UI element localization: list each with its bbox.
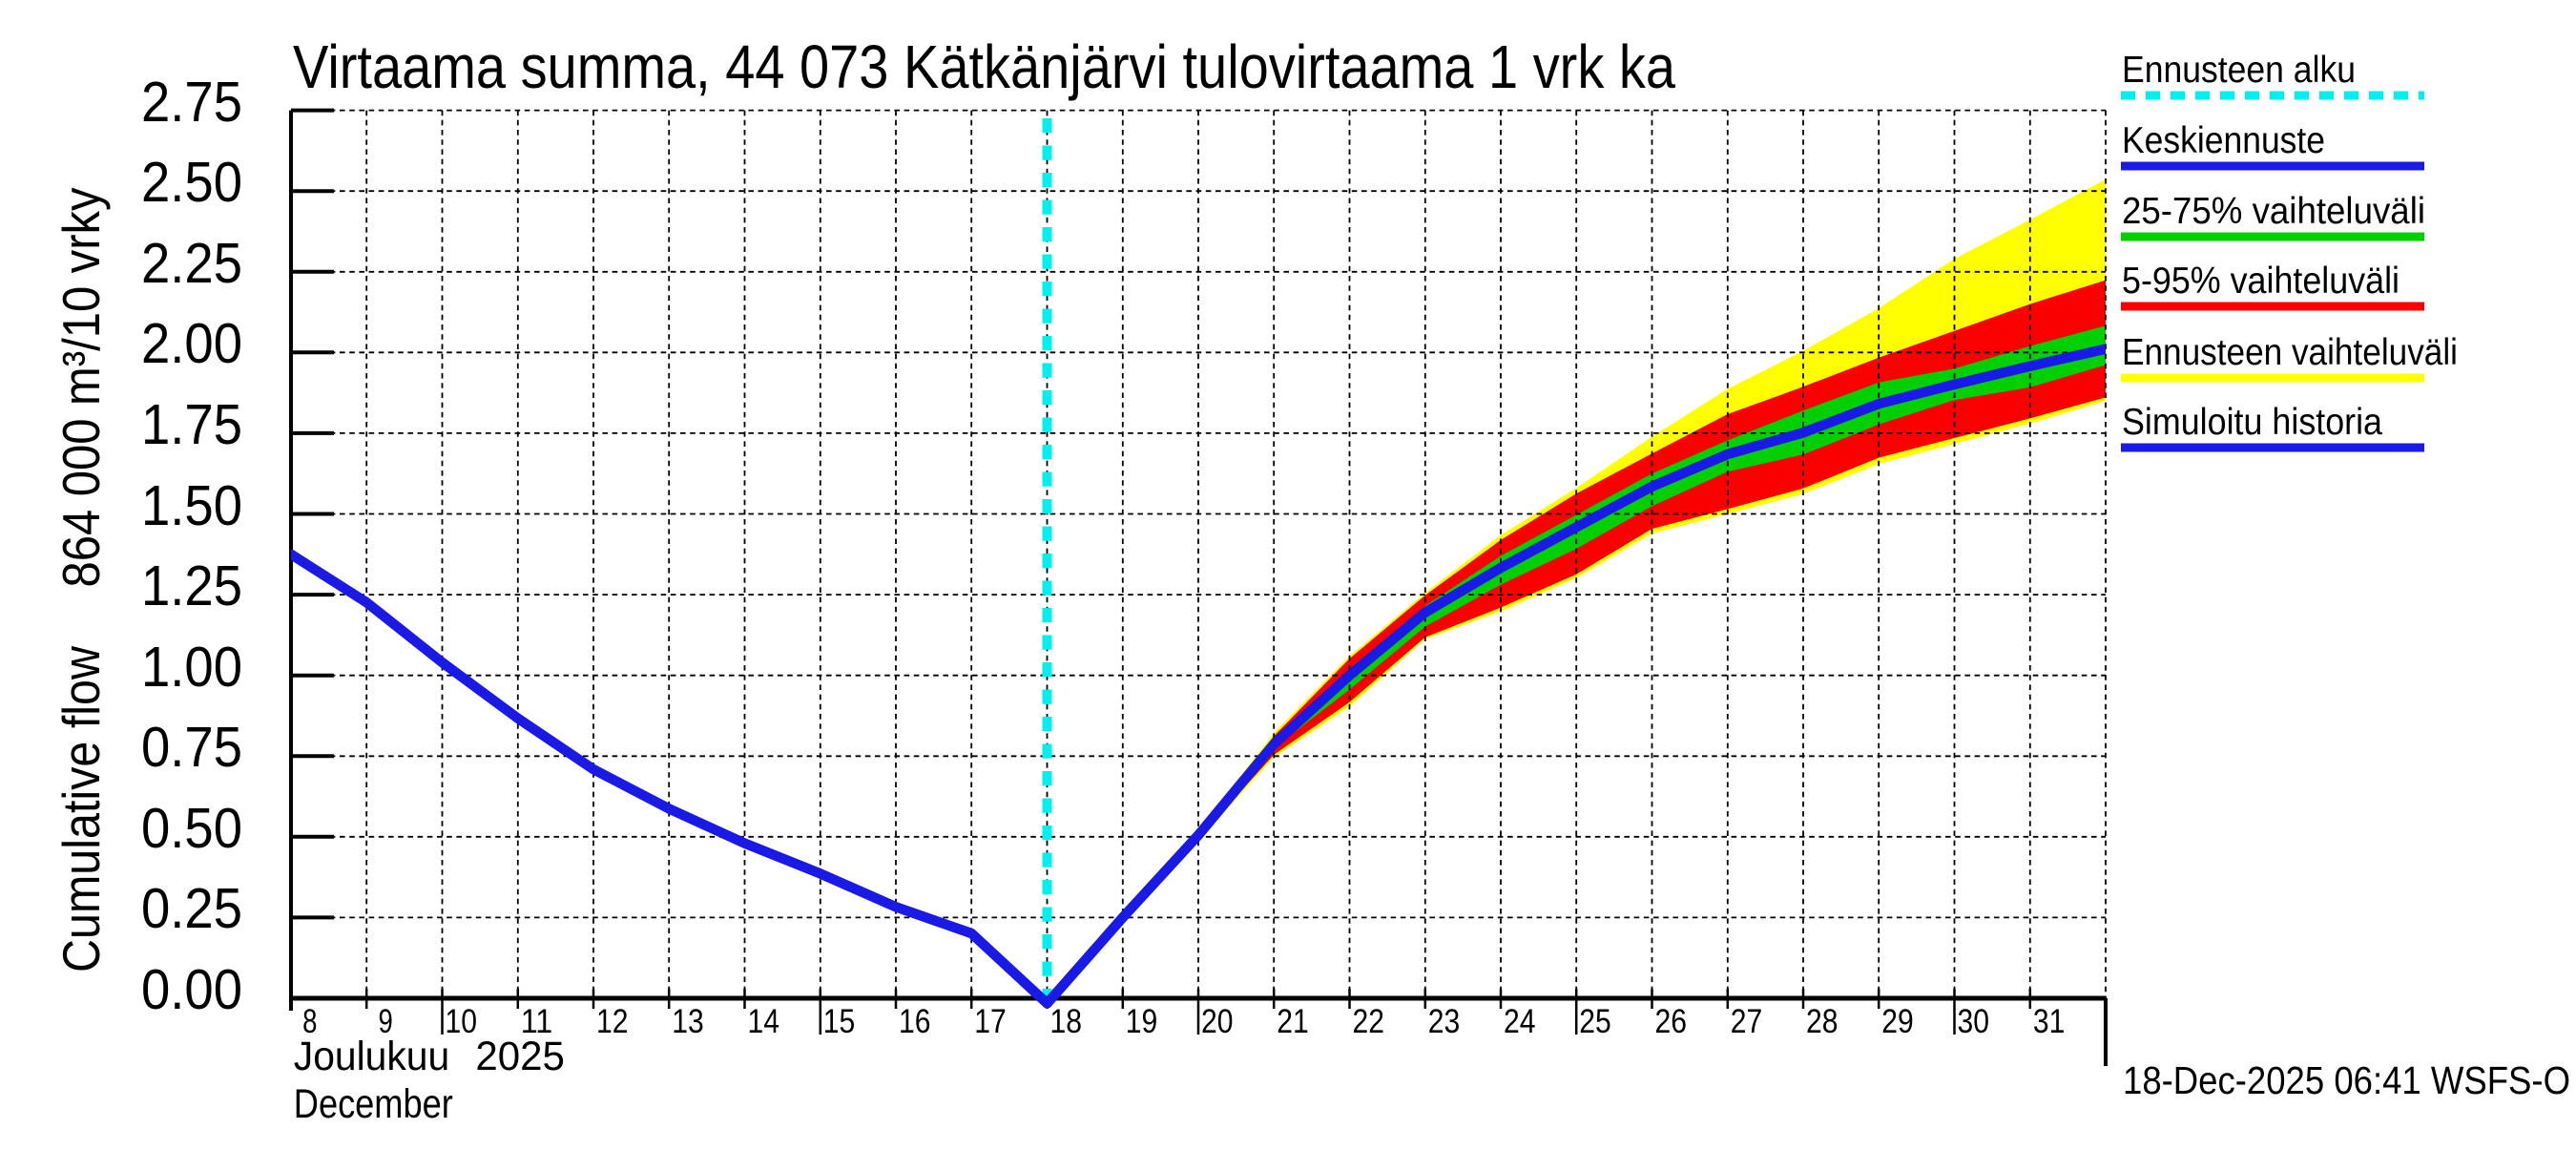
svg-text:18-Dec-2025 06:41 WSFS-O: 18-Dec-2025 06:41 WSFS-O: [2123, 1058, 2570, 1102]
svg-text:19: 19: [1126, 1003, 1158, 1040]
svg-text:16: 16: [899, 1003, 931, 1040]
svg-text:14: 14: [748, 1003, 780, 1040]
svg-text:28: 28: [1806, 1003, 1839, 1040]
svg-text:31: 31: [2033, 1003, 2066, 1040]
svg-text:1.25: 1.25: [141, 554, 242, 617]
svg-text:2025: 2025: [475, 1034, 565, 1079]
svg-text:0.25: 0.25: [141, 877, 242, 940]
svg-text:25-75% vaihteluväli: 25-75% vaihteluväli: [2122, 191, 2425, 232]
svg-text:1.75: 1.75: [141, 393, 242, 456]
svg-text:Keskiennuste: Keskiennuste: [2122, 120, 2325, 161]
svg-text:8: 8: [302, 1003, 317, 1040]
svg-text:Ennusteen alku: Ennusteen alku: [2122, 50, 2356, 91]
svg-text:23: 23: [1428, 1003, 1461, 1040]
svg-text:5-95% vaihteluväli: 5-95% vaihteluväli: [2122, 261, 2399, 302]
svg-text:26: 26: [1655, 1003, 1688, 1040]
svg-text:0.50: 0.50: [141, 797, 242, 860]
svg-text:24: 24: [1504, 1003, 1536, 1040]
svg-text:2.75: 2.75: [141, 71, 242, 134]
svg-text:17: 17: [974, 1003, 1007, 1040]
svg-text:30: 30: [1958, 1003, 1990, 1040]
svg-text:10: 10: [446, 1003, 478, 1040]
svg-text:25: 25: [1579, 1003, 1611, 1040]
svg-text:21: 21: [1277, 1003, 1309, 1040]
svg-text:11: 11: [521, 1003, 553, 1040]
svg-text:Joulukuu: Joulukuu: [294, 1034, 449, 1079]
svg-text:Virtaama summa, 44 073 Kätkänj: Virtaama summa, 44 073 Kätkänjärvi tulov…: [293, 32, 1675, 101]
svg-text:Cumulative flow: Cumulative flow: [52, 646, 111, 972]
svg-text:2.00: 2.00: [141, 312, 242, 375]
svg-text:15: 15: [823, 1003, 856, 1040]
svg-text:864 000 m³/10 vrky: 864 000 m³/10 vrky: [52, 187, 111, 587]
svg-text:18: 18: [1050, 1003, 1083, 1040]
svg-text:13: 13: [672, 1003, 704, 1040]
svg-text:2.25: 2.25: [141, 232, 242, 295]
svg-text:December: December: [294, 1081, 453, 1127]
svg-text:0.75: 0.75: [141, 716, 242, 779]
svg-text:1.50: 1.50: [141, 474, 242, 537]
svg-text:2.50: 2.50: [141, 151, 242, 214]
svg-text:22: 22: [1353, 1003, 1385, 1040]
svg-text:Ennusteen vaihteluväli: Ennusteen vaihteluväli: [2122, 332, 2458, 373]
svg-text:27: 27: [1731, 1003, 1763, 1040]
svg-text:Simuloitu historia: Simuloitu historia: [2122, 402, 2382, 443]
svg-text:29: 29: [1881, 1003, 1914, 1040]
svg-text:9: 9: [378, 1003, 392, 1040]
svg-text:1.00: 1.00: [141, 636, 242, 699]
svg-text:12: 12: [596, 1003, 629, 1040]
svg-text:20: 20: [1201, 1003, 1234, 1040]
svg-text:0.00: 0.00: [141, 958, 242, 1021]
